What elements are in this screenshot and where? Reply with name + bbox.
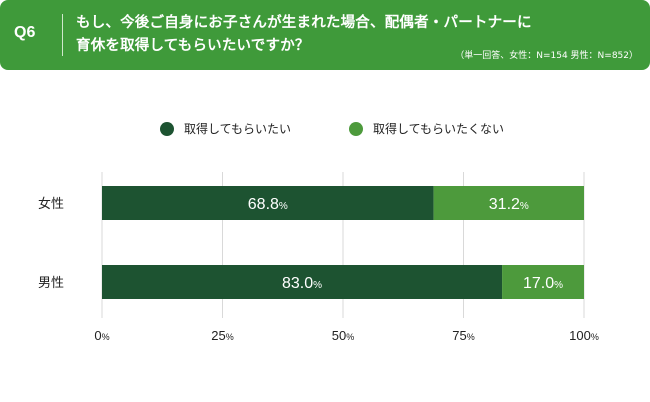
question-text: もし、今後ご自身にお子さんが生まれた場合、配偶者・パートナーに 育休を取得しても… bbox=[76, 12, 636, 58]
data-label-1-1: 17.0% bbox=[523, 275, 563, 292]
question-line-2: 育休を取得してもらいたいですか？ bbox=[76, 38, 310, 54]
legend-swatch-not-want bbox=[349, 121, 363, 136]
legend-label-not-want: 取得してもらいたくない bbox=[373, 122, 505, 136]
question-number: Q6 bbox=[14, 24, 36, 41]
sample-note: （単一回答、女性：N=154 男性：N=852） bbox=[455, 51, 638, 61]
tick-label-50: 50% bbox=[332, 328, 354, 343]
chart-legend: 取得してもらいたい 取得してもらいたくない bbox=[0, 120, 650, 142]
tick-label-75: 75% bbox=[452, 328, 474, 343]
data-label-1-0: 83.0% bbox=[282, 275, 322, 292]
data-label-0-1: 31.2% bbox=[489, 196, 529, 213]
legend-item-want: 取得してもらいたい bbox=[160, 120, 291, 137]
legend-swatch-want bbox=[160, 121, 174, 136]
bar-1-0 bbox=[102, 265, 503, 299]
data-label-0-0: 68.8% bbox=[248, 196, 288, 213]
tick-label-100: 100% bbox=[569, 328, 599, 343]
tick-label-0: 0% bbox=[94, 328, 109, 343]
question-line-1: もし、今後ご自身にお子さんが生まれた場合、配偶者・パートナーに bbox=[76, 15, 532, 31]
tick-label-25: 25% bbox=[211, 328, 233, 343]
legend-label-want: 取得してもらいたい bbox=[184, 122, 292, 136]
bar-0-0 bbox=[102, 186, 434, 220]
header-divider bbox=[62, 14, 63, 56]
category-label-0: 女性 bbox=[38, 196, 64, 212]
category-label-1: 男性 bbox=[38, 276, 64, 291]
legend-item-not-want: 取得してもらいたくない bbox=[349, 120, 504, 137]
bar-1-1 bbox=[502, 265, 584, 299]
bar-0-1 bbox=[433, 186, 584, 220]
question-header: Q6 もし、今後ご自身にお子さんが生まれた場合、配偶者・パートナーに 育休を取得… bbox=[0, 0, 650, 70]
